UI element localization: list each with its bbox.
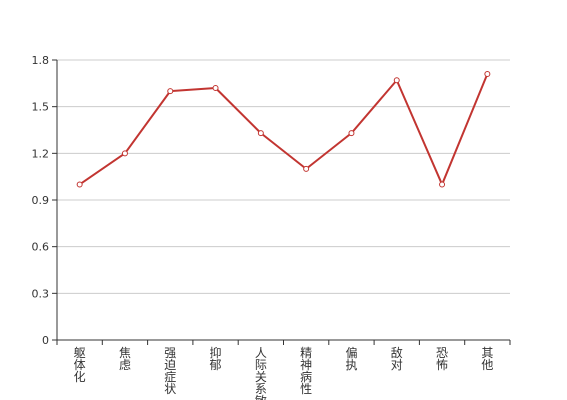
series-line-group [76, 71, 491, 188]
series-line [79, 73, 489, 186]
y-tick-label: 0.9 [32, 194, 50, 207]
y-tick-label: 1.8 [32, 54, 50, 67]
data-point[interactable] [303, 165, 310, 172]
x-category-label: 抑郁 [210, 345, 222, 372]
x-category-label: 精神病性 [300, 346, 312, 396]
data-point[interactable] [257, 130, 264, 137]
data-point[interactable] [484, 71, 491, 77]
y-axis-tick-labels: 0 0.3 0.6 0.9 1.2 1.5 1.8 [32, 54, 50, 347]
x-category-label: 偏执 [345, 345, 357, 372]
axes [52, 59, 511, 345]
y-tick-label: 0 [42, 334, 49, 347]
data-point[interactable] [212, 85, 219, 91]
data-point[interactable] [348, 130, 355, 137]
data-point[interactable] [439, 181, 446, 188]
grid-lines [57, 59, 510, 294]
x-category-label: 恐怖 [436, 346, 448, 372]
x-category-label: 焦虑 [119, 346, 131, 372]
x-category-label: 敌对 [391, 345, 403, 372]
data-point[interactable] [167, 88, 174, 95]
y-tick-label: 0.3 [32, 287, 50, 300]
x-category-label: 人际关系敏感 [255, 346, 267, 400]
y-tick-label: 0.6 [32, 241, 50, 254]
x-axis-category-labels: 躯体化 焦虑 强迫症状 抑郁 人际关系敏感 精神病性 偏执 敌对 恐怖 其他 [74, 345, 494, 400]
x-category-label: 其他 [481, 346, 493, 372]
x-category-label: 躯体化 [74, 345, 86, 384]
data-point[interactable] [393, 77, 400, 84]
data-point[interactable] [76, 181, 83, 188]
data-point[interactable] [121, 150, 128, 157]
x-category-label: 强迫症状 [164, 346, 176, 396]
y-tick-label: 1.2 [32, 147, 50, 160]
y-tick-label: 1.5 [32, 101, 50, 114]
